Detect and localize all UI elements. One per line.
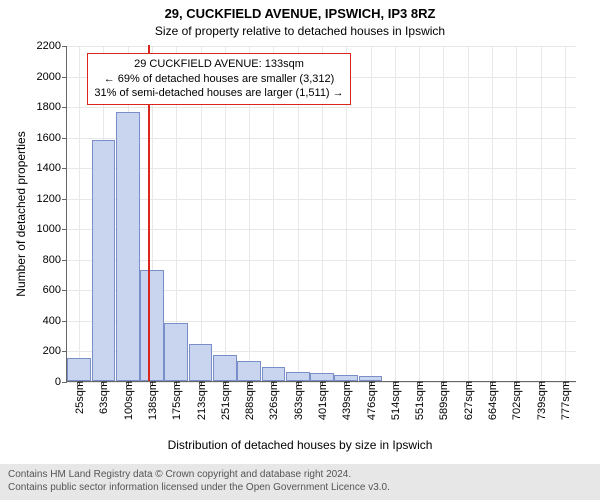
histogram-bar (359, 376, 383, 381)
xtick-label: 401sqm (315, 381, 329, 420)
xtick-label: 213sqm (194, 381, 208, 420)
xtick-label: 439sqm (339, 381, 353, 420)
page-subtitle: Size of property relative to detached ho… (0, 24, 600, 38)
grid-line-v (79, 46, 80, 381)
xtick-label: 288sqm (242, 381, 256, 420)
ytick-label: 800 (43, 254, 67, 266)
page-title: 29, CUCKFIELD AVENUE, IPSWICH, IP3 8RZ (0, 6, 600, 21)
x-axis-label: Distribution of detached houses by size … (0, 438, 600, 452)
grid-line-v (371, 46, 372, 381)
xtick-label: 476sqm (364, 381, 378, 420)
xtick-label: 551sqm (412, 381, 426, 420)
ytick-label: 1000 (37, 223, 67, 235)
histogram-bar (189, 344, 213, 381)
grid-line-v (516, 46, 517, 381)
histogram-bar (164, 323, 188, 381)
y-axis-label: Number of detached properties (14, 131, 28, 296)
chart-container: 29, CUCKFIELD AVENUE, IPSWICH, IP3 8RZ S… (0, 0, 600, 500)
histogram-bar (262, 367, 286, 381)
grid-line-v (492, 46, 493, 381)
xtick-label: 514sqm (388, 381, 402, 420)
histogram-bar (140, 270, 164, 381)
xtick-label: 63sqm (96, 381, 110, 414)
ytick-label: 1400 (37, 162, 67, 174)
ytick-label: 2200 (37, 40, 67, 52)
annotation-line: 29 CUCKFIELD AVENUE: 133sqm (94, 57, 343, 72)
xtick-label: 138sqm (145, 381, 159, 420)
annotation-box: 29 CUCKFIELD AVENUE: 133sqm← 69% of deta… (87, 53, 350, 106)
histogram-bar (116, 112, 140, 381)
ytick-label: 1600 (37, 132, 67, 144)
grid-line-v (565, 46, 566, 381)
annotation-line: ← 69% of detached houses are smaller (3,… (94, 72, 343, 87)
grid-line-v (395, 46, 396, 381)
annotation-line: 31% of semi-detached houses are larger (… (94, 86, 343, 101)
histogram-bar (67, 358, 91, 381)
xtick-label: 627sqm (461, 381, 475, 420)
xtick-label: 25sqm (72, 381, 86, 414)
xtick-label: 326sqm (266, 381, 280, 420)
histogram-bar (286, 372, 310, 381)
xtick-label: 739sqm (534, 381, 548, 420)
ytick-label: 400 (43, 315, 67, 327)
grid-line-v (468, 46, 469, 381)
ytick-label: 1800 (37, 101, 67, 113)
xtick-label: 175sqm (169, 381, 183, 420)
ytick-label: 0 (55, 376, 67, 388)
ytick-label: 1200 (37, 193, 67, 205)
attribution-footer: Contains HM Land Registry data © Crown c… (0, 464, 600, 500)
footer-line: Contains public sector information licen… (8, 481, 592, 494)
histogram-bar (334, 375, 358, 381)
xtick-label: 363sqm (291, 381, 305, 420)
histogram-plot: 0200400600800100012001400160018002000220… (66, 46, 576, 382)
grid-line-v (419, 46, 420, 381)
xtick-label: 777sqm (558, 381, 572, 420)
ytick-label: 2000 (37, 71, 67, 83)
histogram-bar (310, 373, 334, 381)
histogram-bar (92, 140, 116, 381)
xtick-label: 100sqm (121, 381, 135, 420)
footer-line: Contains HM Land Registry data © Crown c… (8, 468, 592, 481)
histogram-bar (237, 361, 261, 381)
ytick-label: 600 (43, 284, 67, 296)
grid-line-v (541, 46, 542, 381)
xtick-label: 251sqm (218, 381, 232, 420)
histogram-bar (213, 355, 237, 381)
xtick-label: 702sqm (509, 381, 523, 420)
ytick-label: 200 (43, 345, 67, 357)
xtick-label: 589sqm (436, 381, 450, 420)
grid-line-v (443, 46, 444, 381)
xtick-label: 664sqm (485, 381, 499, 420)
